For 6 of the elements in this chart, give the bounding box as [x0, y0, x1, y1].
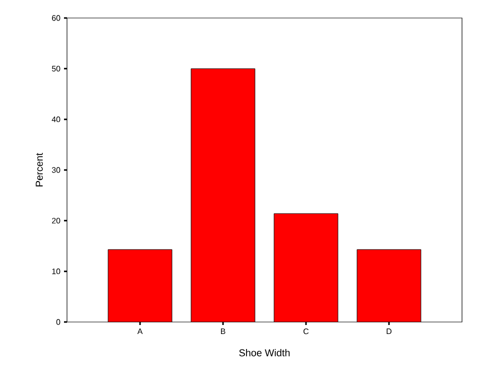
bar — [191, 68, 255, 322]
y-axis-title: Percent — [36, 152, 43, 186]
bar — [356, 249, 422, 322]
bar — [108, 250, 172, 322]
bar — [274, 214, 338, 322]
x-axis-title: Shoe Width — [239, 349, 290, 356]
